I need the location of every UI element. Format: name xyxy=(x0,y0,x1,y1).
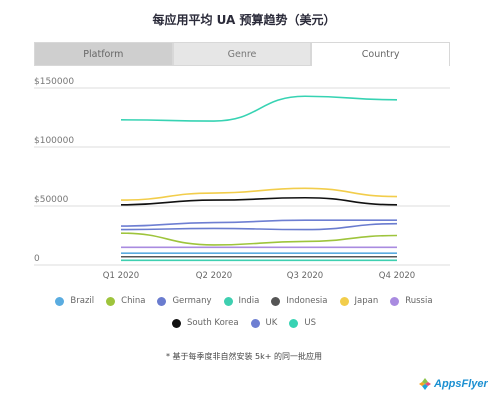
y-tick-label: $100000 xyxy=(34,136,74,146)
y-tick-label: 0 xyxy=(34,254,40,264)
legend-swatch xyxy=(289,318,299,328)
y-tick-label: $50000 xyxy=(34,195,69,205)
legend-label: UK xyxy=(265,318,278,328)
tab-platform[interactable]: Platform xyxy=(34,42,173,66)
legend-label: US xyxy=(304,318,316,328)
tab-country[interactable]: Country xyxy=(311,42,451,66)
legend-swatch xyxy=(271,296,281,306)
legend-item-uk[interactable]: UK xyxy=(250,318,278,328)
legend-label: China xyxy=(121,296,146,306)
legend-item-india[interactable]: India xyxy=(223,296,260,306)
series-line-germany xyxy=(120,222,398,231)
legend-label: India xyxy=(238,296,260,306)
legend-item-indonesia[interactable]: Indonesia xyxy=(271,296,328,306)
series-line-us xyxy=(120,95,398,122)
legend-label: Germany xyxy=(172,296,212,306)
series-line-china xyxy=(120,232,398,246)
legend-swatch xyxy=(223,296,233,306)
appsflyer-logo: AppsFlyer xyxy=(418,377,488,391)
legend-item-japan[interactable]: Japan xyxy=(339,296,379,306)
legend-swatch xyxy=(106,296,116,306)
series-line-japan xyxy=(120,187,398,201)
legend-label: Japan xyxy=(354,296,379,306)
series-line-uk xyxy=(120,219,397,227)
tab-bar: Platform Genre Country xyxy=(34,42,451,66)
legend-swatch xyxy=(339,296,349,306)
appsflyer-logo-text: AppsFlyer xyxy=(434,378,488,390)
legend-label: Russia xyxy=(405,296,433,306)
footnote: * 基于每季度非自然安装 5k+ 的同一批应用 xyxy=(165,352,323,361)
tab-genre[interactable]: Genre xyxy=(172,42,312,66)
chart-title: 每应用平均 UA 预算趋势（美元） xyxy=(152,13,336,27)
legend-item-russia[interactable]: Russia xyxy=(390,296,433,306)
legend-swatch xyxy=(55,296,65,306)
legend-item-germany[interactable]: Germany xyxy=(157,296,212,306)
legend-swatch xyxy=(390,296,400,306)
legend-item-china[interactable]: China xyxy=(106,296,145,306)
legend-label: South Korea xyxy=(187,318,239,328)
legend-item-south-korea[interactable]: South Korea xyxy=(172,318,239,328)
legend-row-1: Brazil China Germany India Indonesia Japan Rus… xyxy=(0,296,488,306)
x-tick-label: Q4 2020 xyxy=(379,271,415,281)
legend-label: Brazil xyxy=(70,296,95,306)
legend-item-brazil[interactable]: Brazil xyxy=(55,296,94,306)
legend-row-2: South Korea UK US xyxy=(0,318,488,328)
legend-swatch xyxy=(157,296,167,306)
legend-item-us[interactable]: US xyxy=(289,318,316,328)
y-tick-label: $150000 xyxy=(34,77,74,87)
x-tick-label: Q1 2020 xyxy=(103,271,139,281)
line-chart: 0 $50000 $100000 $150000 Q1 2020 Q2 2020 Q3 20… xyxy=(34,77,450,281)
series-line-south-korea xyxy=(120,196,398,206)
appsflyer-logo-icon xyxy=(419,378,431,390)
x-tick-label: Q3 2020 xyxy=(287,271,323,281)
x-tick-label: Q2 2020 xyxy=(196,271,232,281)
legend-swatch xyxy=(250,318,260,328)
legend-swatch xyxy=(172,318,182,328)
legend-label: Indonesia xyxy=(286,296,328,306)
